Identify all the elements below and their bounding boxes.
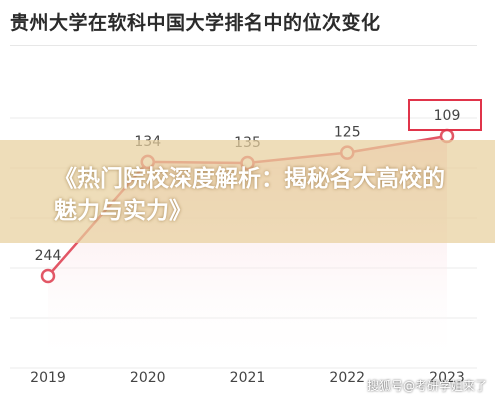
title-divider (10, 45, 477, 46)
x-tick-2019: 2019 (30, 370, 66, 386)
data-label-2019: 244 (35, 248, 62, 264)
x-tick-2022: 2022 (329, 370, 365, 386)
data-point-2019 (40, 268, 56, 284)
highlight-box (408, 99, 482, 131)
x-tick-2020: 2020 (130, 370, 166, 386)
overlay-banner (0, 140, 495, 243)
data-label-2023: 109 (434, 108, 461, 124)
data-label-2022: 125 (334, 125, 361, 141)
x-tick-2021: 2021 (230, 370, 266, 386)
watermark: 搜狐号@考研学姐来了 (366, 379, 487, 393)
x-tick-2023: 2023 (429, 370, 465, 386)
x-axis-labels: 2019 2020 2021 2022 2023 (30, 370, 465, 386)
chart-title: 贵州大学在软科中国大学排名中的位次变化 (10, 12, 381, 34)
banner-text: 《热门院校深度解析：揭秘各大高校的魅力与实力》 (54, 166, 445, 224)
